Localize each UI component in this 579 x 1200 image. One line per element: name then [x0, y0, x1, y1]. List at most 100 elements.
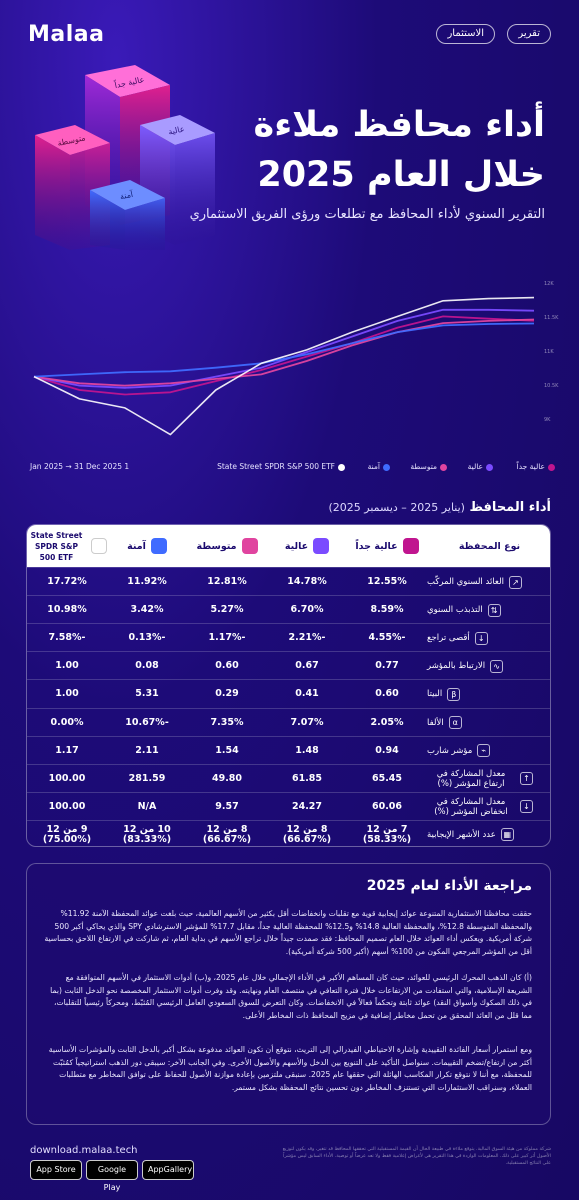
row-label: α الألفا	[427, 709, 550, 737]
row-label: ▦ عدد الأشهر الإيجابية	[427, 821, 550, 846]
upside-icon: ↑	[520, 772, 533, 786]
malaa-logo[interactable]: Malaa	[28, 22, 105, 47]
column-label: نوع المحفظة	[458, 540, 521, 552]
table-cell: 8 من 12 (66.67%)	[282, 823, 332, 845]
table-cell: -0.13%	[128, 632, 166, 644]
table-header-cell: عالية جداً	[347, 525, 427, 567]
table-cell: 6.70%	[290, 604, 324, 616]
series-line-4	[33, 296, 535, 436]
legal-disclaimer: شركة مملوكة من هيئة السوق المالية. يتوقع…	[282, 1147, 551, 1166]
column-label: عالية جداً	[355, 540, 398, 552]
series-line-1	[33, 308, 535, 389]
table-row: ↑ معدل المشاركة في ارتفاع المؤشر (%) 65.45…	[27, 763, 550, 792]
table-cell: -4.55%	[368, 632, 406, 644]
series-line-3	[33, 322, 535, 378]
review-title: مراجعة الأداء لعام 2025	[366, 878, 532, 894]
table-cell: 1.48	[295, 744, 319, 756]
alpha-icon: α	[448, 716, 462, 729]
legend-label: عالية	[467, 462, 483, 471]
y-tick-label: 11K	[544, 349, 554, 355]
table-cell: 2.11	[135, 744, 159, 756]
performance-table: نوع المحفظة عالية جداً عالية متوسطة آمنة Stat…	[26, 524, 551, 847]
table-cell: 10.98%	[47, 604, 87, 616]
portfolio-color-icon	[90, 538, 107, 554]
tag-investment[interactable]: الاستثمار	[436, 24, 495, 44]
google-play-badge[interactable]: Google Play	[86, 1160, 138, 1192]
downside-icon: ↓	[520, 800, 533, 814]
table-cell: 9.57	[215, 800, 239, 812]
table-cell: 8.59%	[370, 604, 404, 616]
table-cell: 7.07%	[290, 716, 324, 728]
table-header-cell: متوسطة	[187, 525, 267, 567]
y-tick-label: 9K	[544, 417, 551, 423]
table-header-cell: عالية	[267, 525, 347, 567]
row-label: ⇅ التذبذب السنوي	[427, 596, 550, 624]
table-cell: -1.17%	[208, 632, 246, 644]
table-cell: 5.31	[135, 688, 159, 700]
portfolio-performance-heading: أداء المحافظ (يناير 2025 – ديسمبر 2025)	[329, 500, 552, 515]
legend-label: آمنة	[367, 462, 380, 471]
table-cell: 3.42%	[130, 604, 164, 616]
table-header-cell: نوع المحفظة	[427, 525, 550, 567]
table-cell: N/A	[137, 800, 157, 812]
page-title-line1: أداء محافظ ملاءة	[253, 105, 545, 145]
beta-icon: β	[447, 687, 461, 701]
row-label: ↓ معدل المشاركة في انخفاض المؤشر (%)	[427, 793, 550, 821]
table-cell: 7.35%	[210, 716, 244, 728]
y-tick-label: 11.5K	[544, 315, 559, 321]
performance-line-chart: 12K 11.5K 11K 10.5K 9K	[33, 281, 559, 436]
table-row: ⇅ التذبذب السنوي 8.59% 6.70% 5.27% 3.42% 10.98…	[27, 595, 550, 624]
legend-label: State Street SPDR S&P 500 ETF	[217, 462, 335, 471]
table-cell: 1.00	[55, 660, 79, 672]
table-cell: -10.67%	[125, 716, 169, 728]
table-cell: 0.94	[375, 744, 399, 756]
row-label: ↗ العائد السنوي المركّب	[427, 568, 550, 596]
table-cell: 0.77	[375, 660, 399, 672]
app-gallery-badge[interactable]: AppGallery	[142, 1160, 194, 1180]
table-cell: 1.00	[55, 688, 79, 700]
table-cell: 24.27	[291, 800, 323, 812]
chart-icon: ↗	[508, 575, 522, 589]
table-cell: 0.29	[215, 688, 239, 700]
portfolio-color-icon	[241, 538, 258, 554]
app-store-badge[interactable]: App Store	[30, 1160, 82, 1180]
table-cell: 11.92%	[127, 576, 167, 587]
column-label: متوسطة	[196, 540, 237, 552]
series-line-2	[33, 318, 535, 387]
review-paragraph-3: ومع استمرار أسعار الفائدة التقييدية وإشا…	[48, 1045, 532, 1092]
table-cell: 7 من 12 (58.33%)	[362, 823, 412, 845]
table-cell: 5.27%	[210, 604, 244, 616]
portfolio-color-icon	[313, 538, 330, 554]
table-cell: 0.08	[135, 660, 159, 672]
review-paragraph-1: حققت محافظنا الاستثمارية المتنوعة عوائد …	[44, 909, 532, 956]
table-cell: 0.60	[375, 688, 399, 700]
series-line-0	[33, 315, 535, 396]
block-label-safe: آمنة	[119, 189, 135, 202]
table-cell: 0.67	[295, 660, 319, 672]
tag-report[interactable]: تقرير	[507, 24, 551, 44]
table-header-cell: آمنة	[107, 525, 187, 567]
table-cell: 10 من 12 (83.33%)	[122, 823, 172, 845]
column-label: آمنة	[127, 540, 146, 552]
table-row: ∿ الارتباط بالمؤشر 0.77 0.67 0.60 0.08 1.00	[27, 651, 550, 679]
table-cell: 100.00	[48, 800, 86, 812]
chart-legend: 1 Jan 2025 → 31 Dec 2025 عالية جداً عالي…	[30, 460, 555, 476]
y-tick-label: 10.5K	[544, 383, 559, 389]
section-period: (يناير 2025 – ديسمبر 2025)	[328, 501, 465, 514]
legend-item-safe: آمنة	[368, 462, 390, 471]
table-cell: 9 من 12 (75.00%)	[42, 823, 92, 845]
legend-item-benchmark: State Street SPDR S&P 500 ETF	[217, 462, 345, 471]
page-title-line2: خلال العام 2025	[257, 155, 545, 195]
block-label-high: عالية	[168, 124, 186, 136]
legend-item-very-high: عالية جداً	[517, 462, 555, 471]
table-row: α الألفا 2.05% 7.07% 7.35% -10.67% 0.00%	[27, 707, 550, 737]
portfolio-color-icon	[402, 538, 419, 554]
table-cell: 60.06	[371, 800, 403, 812]
table-cell: -7.58%	[48, 632, 86, 644]
table-cell: 100.00	[48, 772, 86, 784]
column-label: عالية	[284, 540, 309, 552]
table-cell: 0.41	[295, 688, 319, 700]
download-link[interactable]: download.malaa.tech	[30, 1145, 138, 1156]
table-cell: 8 من 12 (66.67%)	[202, 823, 252, 845]
table-header: نوع المحفظة عالية جداً عالية متوسطة آمنة Stat…	[27, 525, 550, 567]
